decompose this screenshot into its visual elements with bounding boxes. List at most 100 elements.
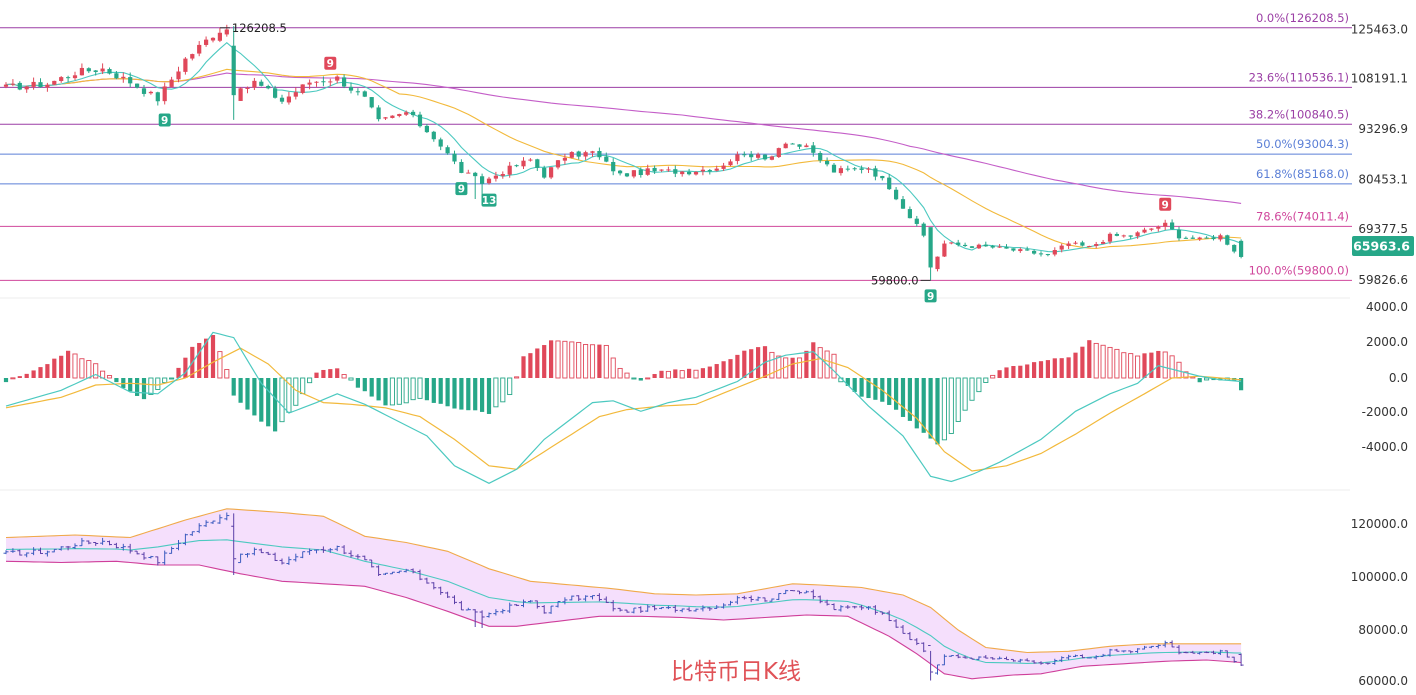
macd-histogram-bar [245,378,250,410]
price-candle [1038,253,1044,255]
price-candle [1156,226,1161,229]
macd-histogram-bar [549,340,554,378]
price-candle [141,88,147,94]
macd-histogram-bar [424,378,429,401]
price-candle [100,68,105,72]
price-axis-tick: 80453.1 [1358,173,1408,187]
macd-histogram-bar [52,358,57,378]
macd-histogram-bar [790,357,795,378]
macd-dif-line [5,331,1242,484]
price-candle [514,165,519,167]
price-candle [1052,250,1057,255]
macd-histogram-bar [355,378,360,388]
macd-histogram-bar [273,378,278,432]
td-marker-bg [924,289,937,303]
price-candle [390,115,395,118]
macd-histogram-bar [1066,357,1071,378]
price-candle [1225,235,1230,245]
macd-histogram-bar [555,340,561,379]
fib-label: 78.6%(74011.4) [1256,209,1349,223]
price-candle [528,159,533,161]
price-candle [542,167,547,178]
macd-histogram-bar [114,378,119,383]
macd-histogram-bar [238,378,243,403]
price-candle [114,73,119,79]
macd-axis-tick: -4000.0 [1362,440,1408,454]
price-candle [838,168,843,174]
chart-title: 比特币日K线 [671,659,801,685]
price-candle [597,150,602,158]
price-candle [10,83,15,85]
price-candle [404,112,409,115]
price-candle [797,144,802,147]
fib-label: 0.0%(126208.5) [1256,11,1349,25]
price-candle [1059,245,1064,250]
price-candle [162,86,167,102]
macd-histogram-bar [665,370,671,379]
price-candle [24,86,29,90]
price-candle [1135,232,1140,237]
macd-histogram-bar [335,368,340,378]
boll-upper-line [5,508,1242,654]
price-candle [128,77,133,84]
td-buy-marker: 13 [481,193,497,207]
macd-histogram-bar [707,366,712,378]
price-candle [1176,229,1182,239]
price-candle [776,148,781,158]
price-candle [825,160,830,165]
price-candle [17,82,22,90]
price-candle [742,154,747,156]
price-candle [362,91,367,97]
price-axis-tick: 125463.0 [1351,23,1408,37]
macd-histogram-bar [1011,366,1016,378]
price-candle [38,82,43,88]
price-candle [335,76,340,81]
macd-histogram-bar [769,351,775,379]
macd-histogram-bar [45,364,50,378]
macd-histogram-bar [459,378,464,410]
price-candle [735,154,740,162]
price-candle [1045,254,1050,256]
macd-histogram-bar [817,347,823,379]
fib-label: 100.0%(59800.0) [1249,263,1349,277]
macd-histogram-bar [521,356,526,378]
macd-histogram-bar [941,377,947,441]
macd-histogram-bar [3,378,9,383]
macd-histogram-bar [500,377,506,403]
price-candle [411,111,416,116]
price-candle [624,173,630,177]
macd-histogram-bar [845,378,850,386]
macd-histogram-bar [452,378,457,409]
macd-histogram-bar [900,378,906,417]
macd-histogram-bar [907,378,912,421]
macd-histogram-bar [1135,355,1141,379]
macd-histogram-bar [728,359,733,378]
fib-label: 50.0%(93004.3) [1256,137,1349,151]
macd-histogram-bar [1100,344,1106,379]
price-candle [176,71,181,80]
td-marker-label: 9 [161,115,168,127]
macd-histogram-bar [445,378,450,407]
macd-histogram-bar [866,378,871,399]
macd-histogram-bar [59,355,64,378]
price-candle [238,88,243,101]
td-marker-bg [1159,197,1172,211]
price-candle [728,161,733,166]
price-candle [397,114,402,116]
macd-histogram-bar [410,377,416,401]
macd-histogram-bar [1107,346,1113,379]
td-buy-marker: 9 [158,113,171,127]
price-candle [1018,249,1023,252]
macd-histogram-bar [528,353,533,378]
macd-histogram-bar [1149,352,1154,378]
fib-label: 61.8%(85168.0) [1256,167,1349,181]
price-candle [190,54,195,59]
price-candle [921,223,926,236]
macd-histogram-bar [735,354,740,378]
price-axis-tick: 59826.6 [1358,273,1408,287]
macd-histogram-bar [914,378,919,429]
macd-histogram-bar [714,364,719,378]
price-candle [666,169,671,171]
price-candle [493,175,498,179]
price-candle [900,199,906,209]
